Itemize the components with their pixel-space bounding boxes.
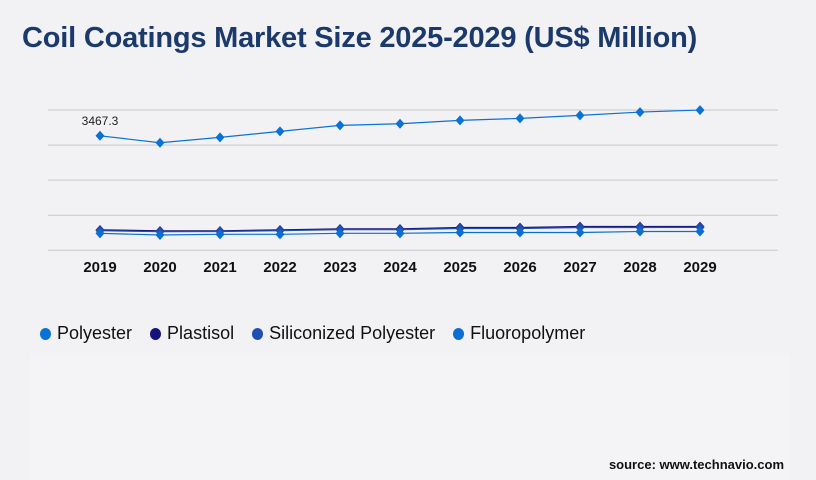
data-point	[455, 115, 465, 126]
line-chart: 2019 2020 2021 2022 2023 2024 2025 2026 2027 2028…	[48, 105, 778, 276]
x-tick-label: 2026	[503, 259, 536, 276]
source-label: source: www.technavio.com	[608, 457, 784, 472]
data-point	[515, 113, 525, 124]
legend-label: Plastisol	[167, 323, 235, 343]
legend-marker-icon	[453, 327, 465, 340]
legend-marker-icon	[150, 327, 162, 340]
x-tick-label: 2020	[143, 259, 176, 276]
data-point	[515, 227, 525, 238]
data-point	[635, 107, 645, 118]
data-point	[695, 226, 705, 237]
x-tick-label: 2028	[623, 259, 656, 276]
x-tick-label: 2029	[683, 259, 716, 276]
legend-marker-icon	[40, 327, 51, 340]
legend-item: Fluoropolymer	[453, 323, 585, 344]
data-point	[635, 226, 645, 237]
data-point	[395, 228, 405, 239]
x-tick-label: 2021	[203, 259, 236, 276]
legend: Polyester Plastisol Siliconized Polyester F…	[40, 323, 585, 344]
data-point	[695, 105, 705, 116]
data-point	[275, 126, 285, 137]
legend-item: Polyester	[40, 323, 132, 344]
data-point	[335, 228, 345, 239]
data-point	[575, 110, 585, 121]
x-tick-label: 2025	[443, 259, 476, 276]
legend-item: Plastisol	[150, 323, 234, 344]
data-point	[95, 228, 105, 239]
x-tick-label: 2027	[563, 259, 596, 276]
legend-item: Siliconized Polyester	[252, 323, 435, 344]
data-point	[575, 227, 585, 238]
x-tick-label: 2024	[383, 259, 417, 276]
data-point	[155, 137, 165, 148]
legend-marker-icon	[252, 327, 264, 340]
x-tick-label: 2022	[263, 259, 296, 276]
data-point	[215, 229, 225, 240]
legend-label: Siliconized Polyester	[269, 323, 436, 343]
legend-label: Fluoropolymer	[470, 323, 586, 343]
data-point	[95, 130, 105, 141]
data-point	[215, 132, 225, 143]
data-point	[155, 230, 165, 241]
data-point	[275, 229, 285, 240]
chart-title: Coil Coatings Market Size 2025-2029 (US$…	[22, 22, 698, 54]
data-point	[335, 120, 345, 131]
x-tick-label: 2023	[323, 259, 356, 276]
data-label: 3467.3	[82, 114, 119, 128]
data-point	[395, 118, 405, 129]
legend-panel-background	[30, 355, 790, 480]
x-tick-label: 2019	[83, 259, 116, 276]
data-point	[455, 227, 465, 238]
legend-label: Polyester	[57, 323, 133, 343]
